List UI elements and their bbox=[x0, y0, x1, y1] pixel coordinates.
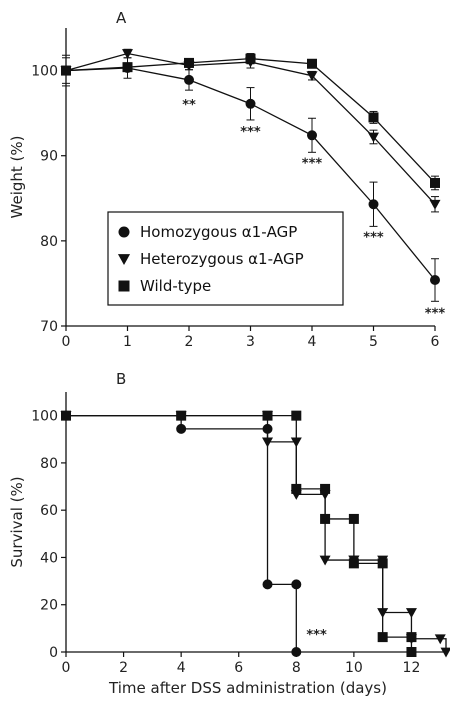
panel-b-point bbox=[348, 513, 359, 524]
panel-b-point bbox=[406, 632, 417, 643]
panel-b-point bbox=[440, 647, 450, 658]
panel-b-point bbox=[434, 634, 446, 645]
panel-a-point bbox=[429, 199, 441, 210]
panel-b-y-tick-label: 80 bbox=[40, 456, 58, 472]
panel-a-point bbox=[368, 132, 379, 143]
panel-b-point bbox=[291, 579, 302, 590]
panel-b-series-line bbox=[66, 414, 297, 652]
panel-a-significance: *** bbox=[425, 306, 446, 321]
panel-a-significance: *** bbox=[363, 231, 384, 246]
panel-b-point bbox=[377, 632, 388, 643]
panel-a-x-tick-label: 6 bbox=[431, 334, 440, 350]
panel-a-significance: *** bbox=[240, 125, 261, 140]
panel-b-letter: B bbox=[116, 370, 126, 388]
panel-b-point bbox=[61, 410, 71, 421]
panel-b-point bbox=[291, 483, 302, 494]
panel-a-x-tick-label: 0 bbox=[62, 334, 71, 350]
panel-a-series-line bbox=[65, 57, 436, 184]
panel-a-x-tick-label: 2 bbox=[185, 334, 194, 350]
panel-a-letter: A bbox=[116, 9, 127, 27]
panel-b-point bbox=[319, 555, 331, 566]
panel-b-y-tick-label: 20 bbox=[40, 598, 58, 614]
panel-b-point bbox=[262, 579, 273, 590]
panel-b-point bbox=[262, 437, 274, 448]
panel-a-series-square bbox=[61, 53, 440, 191]
panel-b-point bbox=[320, 483, 331, 494]
panel-b-y-tick-label: 100 bbox=[31, 409, 58, 425]
panel-b-series-line bbox=[66, 414, 447, 652]
panel-b-series-triangle-down bbox=[60, 411, 450, 658]
panel-b-series-circle bbox=[61, 410, 302, 657]
panel-b-point bbox=[405, 608, 417, 619]
panel-a-point bbox=[430, 177, 440, 188]
panel-a-y-tick-label: 80 bbox=[40, 234, 58, 250]
panel-b-x-tick-label: 10 bbox=[345, 660, 363, 676]
panel-a-point bbox=[184, 74, 194, 85]
panel-b-point bbox=[377, 558, 388, 569]
panel-a-point bbox=[61, 65, 71, 76]
panel-b: B 0 2 4 6 8 10 12 0 20 40 60 80 100 Survival (%) Tim… bbox=[8, 370, 450, 697]
panel-a-point bbox=[245, 53, 256, 64]
panel-a-point bbox=[245, 98, 256, 109]
panel-a-y-tick-label: 70 bbox=[40, 319, 58, 335]
legend-marker-square bbox=[118, 280, 130, 292]
panel-a-significance: ** bbox=[182, 98, 196, 113]
panel-b-point bbox=[406, 647, 417, 657]
legend-label: Heterozygous α1-AGP bbox=[140, 250, 304, 268]
panel-b-significance: *** bbox=[306, 628, 327, 643]
panel-a-significance: *** bbox=[302, 157, 323, 172]
panel-b-point bbox=[176, 423, 187, 434]
panel-b-point bbox=[176, 410, 187, 421]
panel-b-y-axis-title: Survival (%) bbox=[8, 476, 26, 567]
panel-b-x-tick-label: 2 bbox=[119, 660, 128, 676]
panel-b-x-tick-label: 0 bbox=[62, 660, 71, 676]
panel-a-x-tick-label: 5 bbox=[369, 334, 378, 350]
legend-box bbox=[107, 211, 344, 306]
panel-b-y-tick-label: 40 bbox=[40, 550, 58, 566]
panel-a-y-axis-title: Weight (%) bbox=[8, 136, 26, 219]
panel-b-series-square bbox=[61, 410, 417, 657]
panel-a-point bbox=[306, 71, 318, 82]
panel-b-y-tick-label: 60 bbox=[40, 503, 58, 519]
panel-a-point bbox=[184, 57, 194, 68]
panel-b-x-axis-title: Time after DSS administration (days) bbox=[108, 679, 387, 697]
panel-a-x-tick-label: 3 bbox=[246, 334, 255, 350]
panel-b-series-line bbox=[66, 414, 413, 652]
panel-a-point bbox=[368, 199, 379, 210]
panel-b-point bbox=[262, 410, 273, 421]
panel-b-point bbox=[291, 647, 302, 657]
panel-b-x-tick-label: 6 bbox=[234, 660, 243, 676]
panel-a-x-tick-label: 1 bbox=[123, 334, 132, 350]
panel-a-point bbox=[430, 275, 440, 286]
panel-a-point bbox=[307, 58, 317, 69]
panel-a-point bbox=[122, 62, 133, 73]
panel-b-x-tick-label: 4 bbox=[177, 660, 186, 676]
panel-a-point bbox=[307, 130, 317, 141]
panel-b-point bbox=[348, 558, 359, 569]
legend-marker-triangle-down bbox=[117, 254, 131, 266]
panel-a-y-tick-label: 90 bbox=[40, 149, 58, 165]
panel-a-point bbox=[368, 112, 379, 123]
panel-b-x-tick-label: 12 bbox=[403, 660, 421, 676]
panel-b-point bbox=[291, 410, 302, 421]
panel-a-point bbox=[122, 49, 133, 60]
panel-a-x-tick-label: 4 bbox=[308, 334, 317, 350]
legend-marker-circle bbox=[118, 226, 130, 238]
panel-a-legend: Homozygous α1-AGP Heterozygous α1-AGP Wild… bbox=[107, 211, 344, 306]
legend-label: Wild-type bbox=[140, 277, 211, 295]
panel-a-y-tick-label: 100 bbox=[31, 64, 58, 80]
panel-b-point bbox=[320, 513, 331, 524]
panel-b-x-tick-label: 8 bbox=[292, 660, 301, 676]
panel-b-y-tick-label: 0 bbox=[49, 645, 58, 661]
legend-label: Homozygous α1-AGP bbox=[140, 223, 297, 241]
